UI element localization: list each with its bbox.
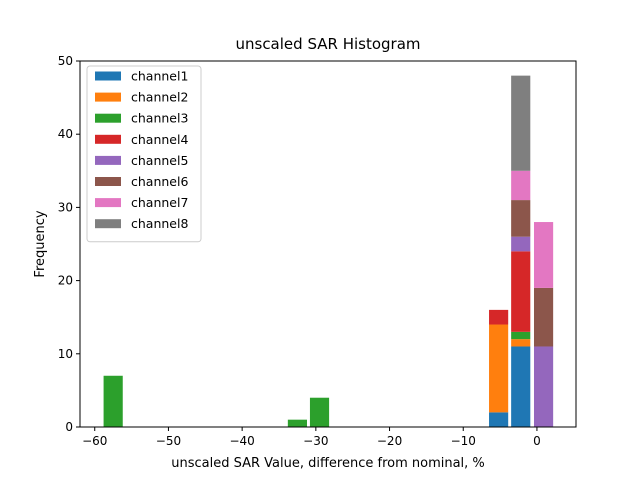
bar-channel2-0 [489, 324, 509, 413]
legend-swatch-channel4 [95, 134, 121, 144]
y-axis-ticks: 0 10 20 30 40 50 [58, 54, 80, 434]
legend-label-channel4: channel4 [131, 132, 188, 147]
legend: channel1 channel2 channel3 channel4 channel5… [86, 65, 202, 243]
bar-channel3-1 [287, 419, 307, 427]
bar-channel4-1 [511, 251, 531, 332]
x-tick-label: −60 [82, 434, 107, 448]
bar-channel7-1 [533, 222, 554, 288]
y-tick-label: 50 [58, 54, 73, 68]
y-tick-label: 10 [58, 347, 73, 361]
legend-swatch-channel8 [95, 219, 121, 229]
x-axis-label: unscaled SAR Value, difference from nomi… [171, 456, 485, 471]
legend-swatch-channel5 [95, 155, 121, 165]
legend-label-channel5: channel5 [131, 153, 188, 168]
bar-channel5-0 [511, 236, 531, 252]
legend-box [86, 65, 202, 243]
legend-label-channel6: channel6 [131, 174, 188, 189]
x-tick-label: 0 [533, 434, 541, 448]
bar-channel3-0 [103, 375, 123, 427]
bar-channel5-1 [533, 346, 554, 427]
x-tick-label: −50 [156, 434, 181, 448]
legend-label-channel1: channel1 [131, 69, 188, 84]
legend-swatch-channel1 [95, 71, 121, 81]
bar-channel3-3 [511, 331, 531, 340]
x-tick-label: −30 [303, 434, 328, 448]
chart-title: unscaled SAR Histogram [235, 35, 420, 53]
legend-swatch-channel2 [95, 92, 121, 102]
bar-channel7-0 [511, 170, 531, 201]
y-tick-label: 20 [58, 274, 73, 288]
x-tick-label: −20 [377, 434, 402, 448]
bar-channel8-0 [511, 75, 531, 171]
bar-channel6-1 [533, 287, 554, 347]
y-tick-label: 30 [58, 200, 73, 214]
legend-swatch-channel7 [95, 198, 121, 208]
bar-channel4-0 [489, 309, 509, 325]
legend-label-channel7: channel7 [131, 195, 188, 210]
legend-swatch-channel6 [95, 177, 121, 186]
plot-frame [79, 60, 577, 428]
legend-label-channel3: channel3 [131, 111, 188, 126]
x-tick-label: −40 [229, 434, 254, 448]
x-axis-ticks: −60 −50 −40 −30 −20 −10 0 [82, 427, 541, 448]
bar-channel2-1 [511, 339, 531, 347]
bars-layer [103, 75, 554, 427]
bar-channel1-0 [489, 412, 509, 427]
x-tick-label: −10 [451, 434, 476, 448]
bar-channel3-2 [309, 397, 330, 427]
bar-channel6-0 [511, 200, 531, 237]
legend-label-channel2: channel2 [131, 90, 188, 105]
legend-label-channel8: channel8 [131, 216, 188, 231]
y-tick-label: 0 [65, 420, 73, 434]
bar-channel1-1 [511, 346, 531, 427]
y-tick-label: 40 [58, 127, 73, 141]
legend-swatch-channel3 [95, 113, 121, 123]
y-axis-label: Frequency [33, 210, 48, 277]
